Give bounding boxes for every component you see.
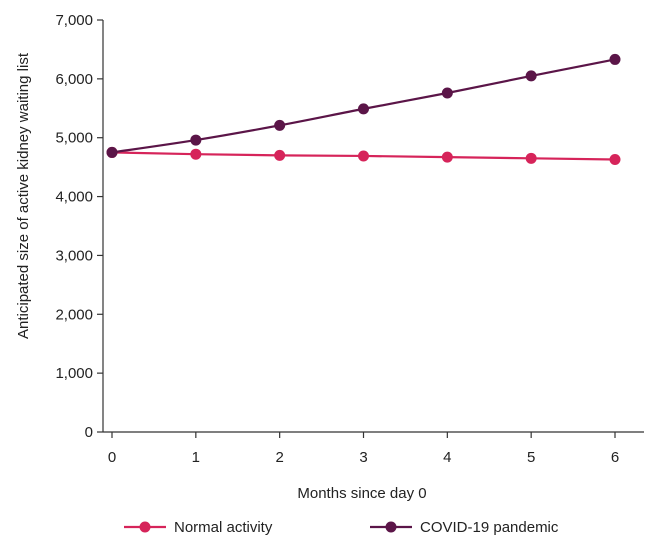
series-normal-activity — [106, 146, 621, 165]
legend-label: Normal activity — [174, 519, 273, 536]
y-tick-label: 2,000 — [55, 306, 93, 323]
x-ticks: 0 1 2 3 4 5 6 — [108, 432, 619, 466]
series-covid-19-pandemic — [106, 53, 621, 158]
y-tick-label: 5,000 — [55, 130, 93, 147]
y-tick-label: 3,000 — [55, 247, 93, 264]
x-tick-label: 1 — [192, 449, 200, 466]
data-point — [106, 146, 118, 158]
axes — [102, 20, 644, 433]
series-layer — [106, 53, 621, 165]
y-tick-label: 4,000 — [55, 189, 93, 206]
data-point — [190, 134, 202, 146]
y-tick-label: 6,000 — [55, 71, 93, 88]
legend: Normal activity COVID-19 pandemic — [124, 519, 559, 536]
x-tick-label: 3 — [359, 449, 367, 466]
legend-label: COVID-19 pandemic — [420, 519, 559, 536]
x-tick-label: 2 — [275, 449, 283, 466]
x-tick-label: 6 — [611, 449, 619, 466]
y-ticks: 0 1,000 2,000 3,000 4,000 5,000 6,000 7,000 — [55, 12, 103, 441]
data-point — [525, 70, 537, 82]
data-point — [274, 149, 286, 161]
x-axis-title: Months since day 0 — [297, 485, 426, 502]
data-point — [441, 151, 453, 163]
y-tick-label: 0 — [85, 424, 93, 441]
data-point — [609, 153, 621, 165]
data-point — [274, 119, 286, 131]
y-tick-label: 1,000 — [55, 365, 93, 382]
data-point — [609, 53, 621, 65]
data-point — [190, 148, 202, 160]
y-tick-label: 7,000 — [55, 12, 93, 29]
data-point — [358, 150, 369, 162]
data-point — [525, 152, 537, 164]
y-axis-title: Anticipated size of active kidney waitin… — [15, 52, 32, 339]
legend-marker — [385, 521, 397, 533]
data-point — [441, 87, 453, 99]
x-tick-label: 0 — [108, 449, 116, 466]
x-tick-label: 5 — [527, 449, 535, 466]
legend-marker — [139, 521, 151, 533]
x-tick-label: 4 — [443, 449, 451, 466]
data-point — [358, 103, 369, 115]
